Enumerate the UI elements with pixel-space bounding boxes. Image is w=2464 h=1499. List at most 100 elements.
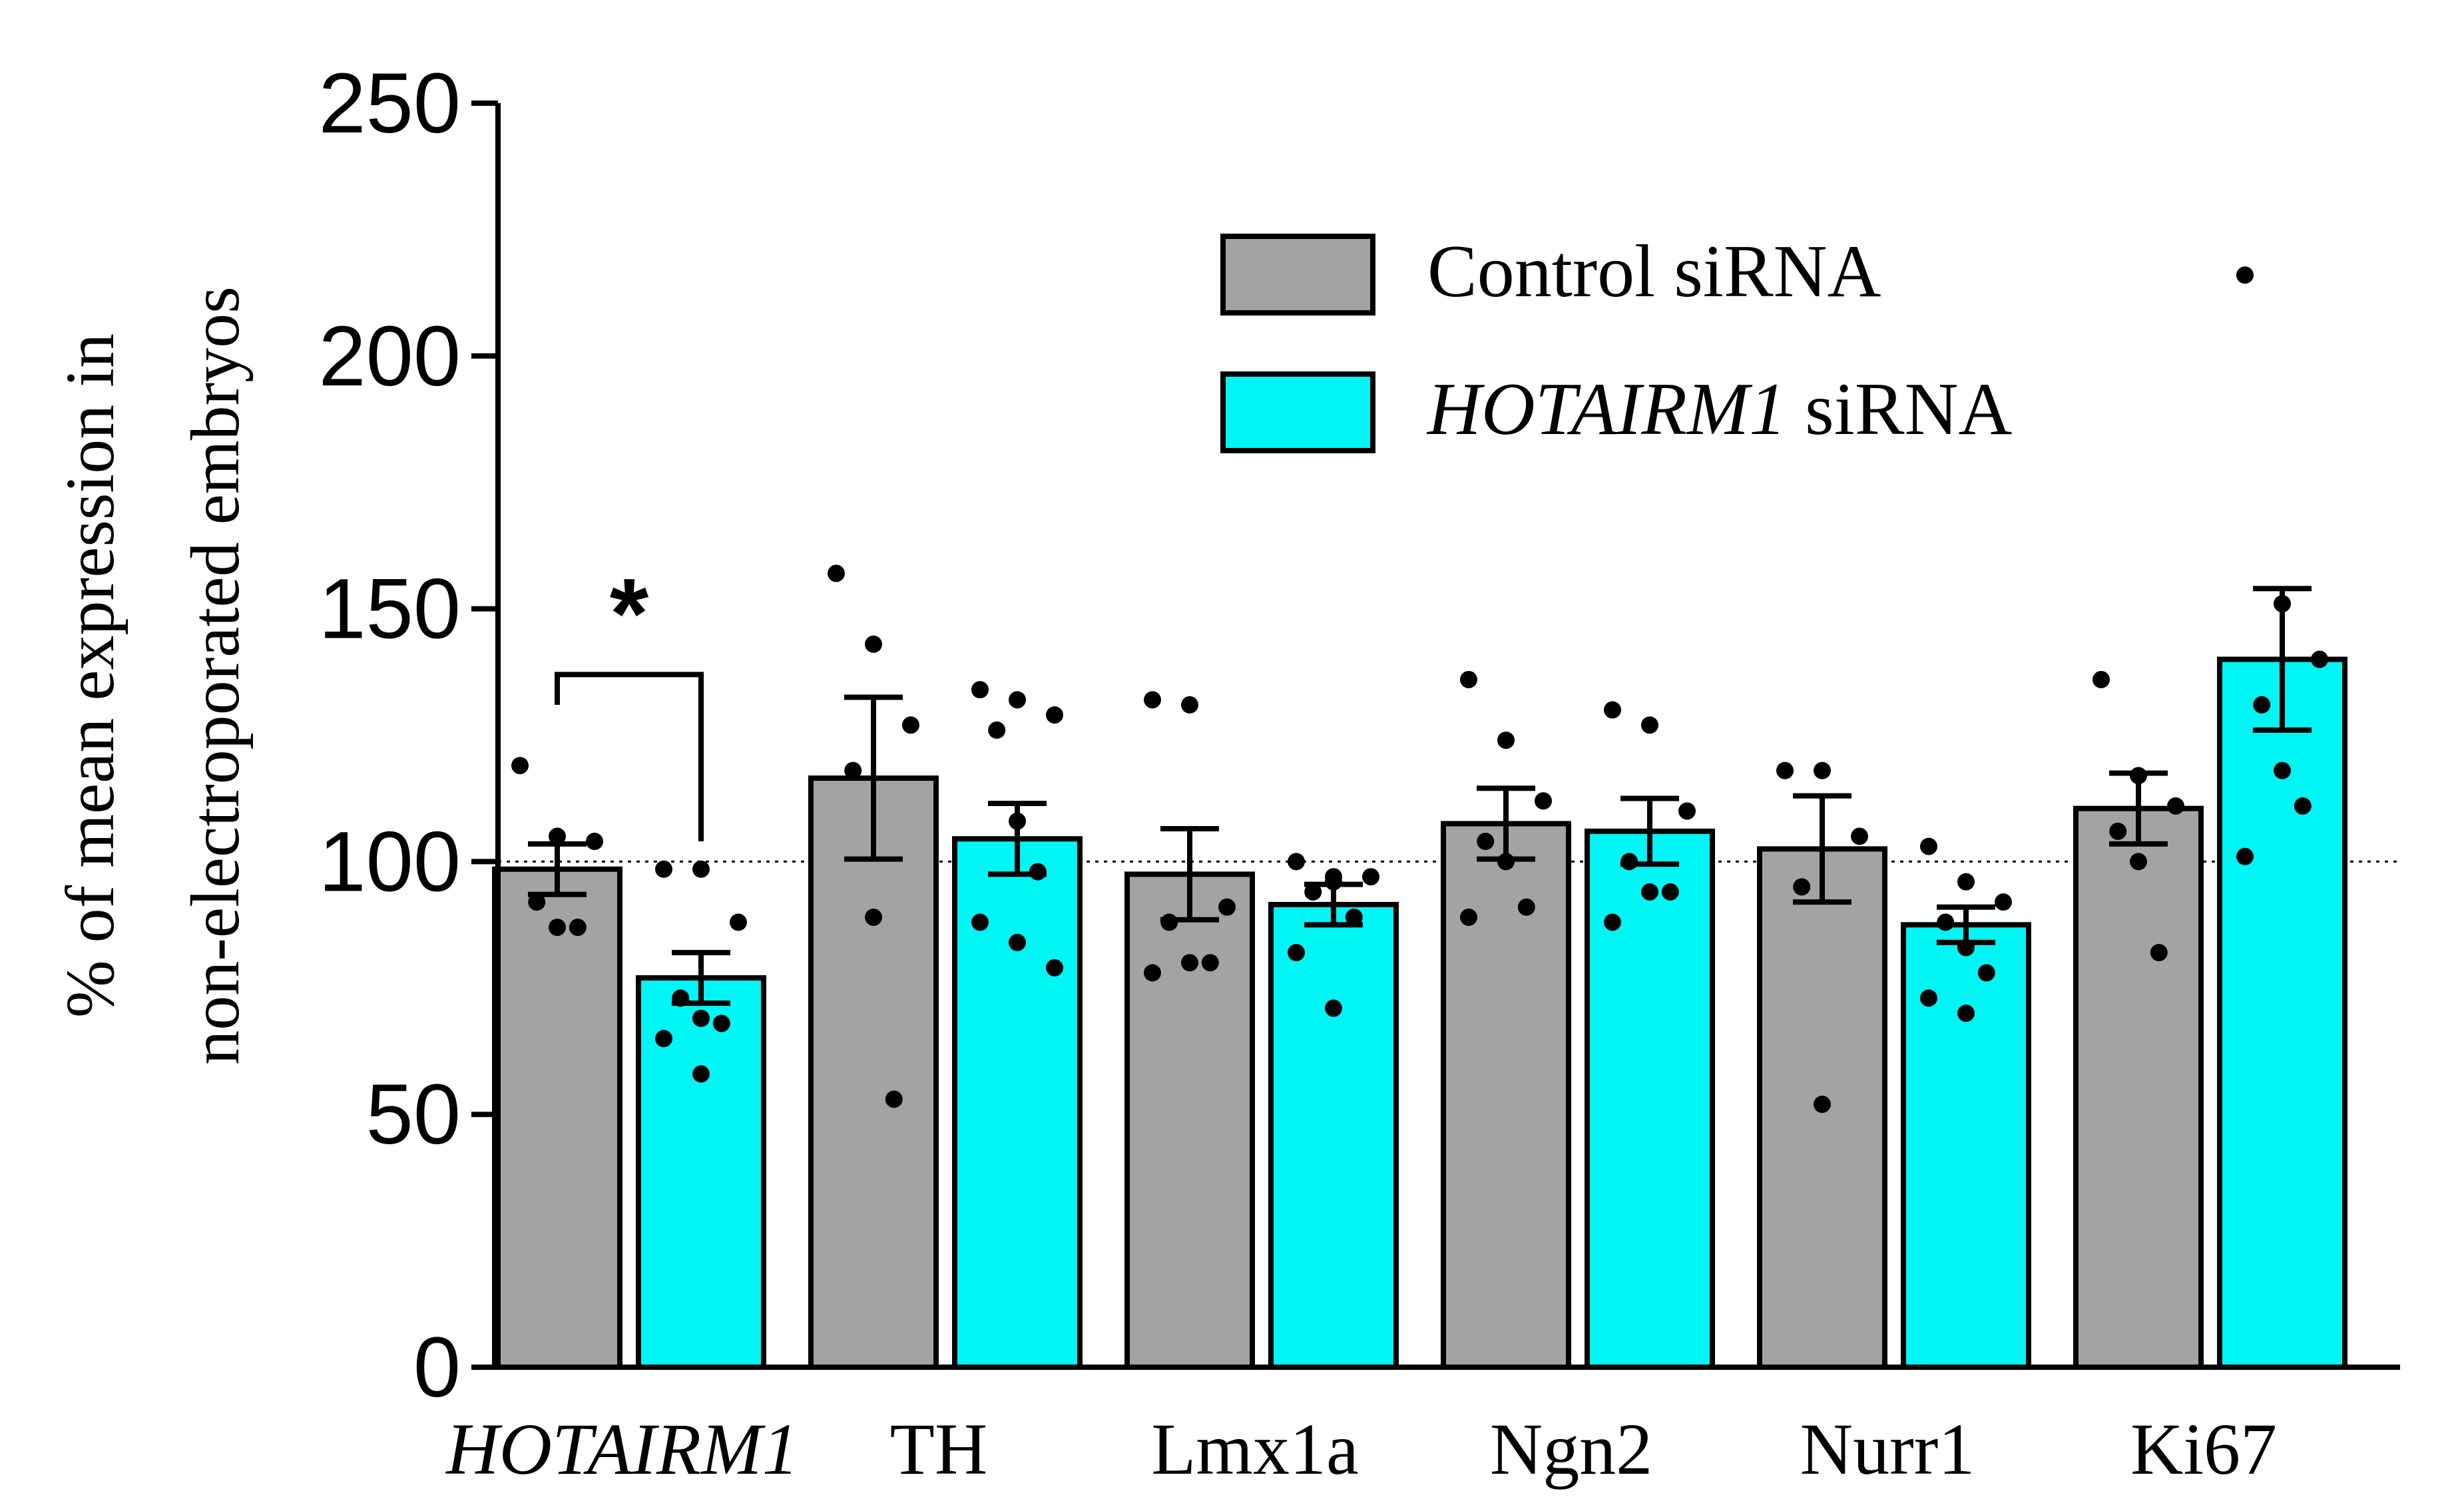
data-point bbox=[971, 681, 989, 699]
data-point bbox=[2294, 797, 2312, 815]
y-tick-label: 200 bbox=[318, 309, 461, 404]
data-point bbox=[1814, 761, 1831, 779]
x-category-label: TH bbox=[890, 1408, 988, 1490]
data-point bbox=[1497, 853, 1515, 871]
bar-control-2 bbox=[1124, 871, 1255, 1370]
data-point bbox=[2109, 822, 2127, 840]
legend-label-part: siRNA bbox=[1786, 368, 2012, 451]
data-point bbox=[1661, 883, 1679, 901]
legend-label-part: HOTAIRM1 bbox=[1426, 368, 1786, 451]
y-tick-label: 50 bbox=[366, 1067, 461, 1162]
data-point bbox=[1046, 959, 1063, 976]
data-point bbox=[1160, 913, 1178, 931]
data-point bbox=[844, 761, 862, 779]
data-point bbox=[528, 893, 546, 911]
data-point bbox=[511, 757, 529, 775]
data-point bbox=[1144, 691, 1161, 709]
bar-control-5 bbox=[2073, 805, 2204, 1370]
data-point bbox=[1620, 853, 1638, 871]
data-point bbox=[1325, 873, 1342, 891]
data-point bbox=[2236, 847, 2254, 865]
bars-layer bbox=[492, 656, 2347, 1371]
data-point bbox=[1641, 716, 1658, 734]
data-point bbox=[1201, 954, 1219, 972]
y-axis-title: % of mean expression in non-electroporat… bbox=[52, 286, 254, 1065]
data-point bbox=[885, 1090, 903, 1108]
data-point bbox=[1009, 691, 1026, 709]
data-point bbox=[2274, 761, 2291, 779]
data-point bbox=[549, 827, 566, 845]
data-point bbox=[1920, 837, 1937, 855]
data-point bbox=[1851, 827, 1868, 845]
data-point bbox=[1009, 933, 1026, 951]
data-point bbox=[1678, 802, 1696, 820]
data-point bbox=[730, 913, 747, 931]
data-point bbox=[1460, 908, 1477, 926]
data-point bbox=[2167, 797, 2184, 815]
data-point bbox=[971, 913, 989, 931]
data-point bbox=[1604, 701, 1621, 719]
data-point bbox=[1181, 954, 1198, 972]
data-point bbox=[2253, 696, 2271, 714]
data-point bbox=[1995, 893, 2012, 911]
data-point bbox=[2130, 767, 2147, 785]
data-point bbox=[1181, 696, 1198, 714]
data-point bbox=[1144, 964, 1161, 982]
data-point bbox=[1957, 939, 1975, 957]
bar-control-3 bbox=[1441, 821, 1571, 1371]
data-point bbox=[1776, 761, 1794, 779]
data-point bbox=[865, 908, 882, 926]
data-point bbox=[1814, 1096, 1831, 1114]
y-tick-label: 100 bbox=[318, 814, 461, 909]
data-point bbox=[2130, 853, 2147, 871]
x-category-label: Nurr1 bbox=[1800, 1408, 1975, 1490]
data-points-layer bbox=[511, 266, 2328, 1114]
data-point bbox=[1477, 833, 1495, 851]
legend-label-control: Control siRNA bbox=[1427, 230, 1881, 313]
data-point bbox=[2236, 266, 2254, 284]
x-category-label: Lmx1a bbox=[1151, 1408, 1359, 1490]
data-point bbox=[672, 989, 690, 1007]
data-point bbox=[1009, 812, 1026, 830]
data-point bbox=[692, 1009, 710, 1027]
data-point bbox=[1497, 732, 1515, 750]
data-point bbox=[1029, 863, 1047, 881]
x-category-label: HOTAIRM1 bbox=[445, 1408, 799, 1490]
data-point bbox=[1362, 868, 1379, 886]
x-category-label: Ngn2 bbox=[1490, 1408, 1652, 1490]
data-point bbox=[1937, 913, 1955, 931]
data-point bbox=[1288, 944, 1305, 962]
legend: Control siRNA HOTAIRM1 siRNA bbox=[1220, 230, 2012, 453]
data-point bbox=[586, 833, 603, 851]
data-point bbox=[1218, 898, 1236, 916]
data-point bbox=[549, 919, 566, 937]
legend-label-hotairm1: HOTAIRM1 siRNA bbox=[1426, 368, 2012, 451]
data-point bbox=[1517, 898, 1535, 916]
data-point bbox=[1535, 792, 1552, 810]
bar-hotairm1-4 bbox=[1901, 922, 2031, 1370]
data-point bbox=[902, 716, 919, 734]
data-point bbox=[1288, 853, 1305, 871]
data-point bbox=[1793, 878, 1811, 896]
bar-control-1 bbox=[808, 775, 939, 1371]
y-axis-title-line-2: non-electroporated embryos bbox=[177, 286, 254, 1065]
axes-layer: 0 50 100 150 200 250 HOTAIRM1 TH Lmx1a Ngn2 Nurr1 K… bbox=[318, 56, 2400, 1490]
x-category-label: Ki67 bbox=[2130, 1408, 2277, 1490]
data-point bbox=[2311, 650, 2328, 668]
data-point bbox=[655, 860, 672, 878]
data-point bbox=[1345, 908, 1363, 926]
y-axis-title-line-1: % of mean expression in bbox=[52, 333, 128, 1018]
y-tick-label: 250 bbox=[318, 56, 461, 151]
data-point bbox=[712, 1014, 730, 1032]
data-point bbox=[2093, 670, 2110, 688]
data-point bbox=[1604, 913, 1621, 931]
y-tick-label: 0 bbox=[413, 1320, 461, 1415]
data-point bbox=[1460, 670, 1477, 688]
bar-hotairm1-2 bbox=[1268, 901, 1399, 1370]
data-point bbox=[1920, 989, 1937, 1007]
data-point bbox=[1325, 999, 1342, 1017]
y-tick-label: 150 bbox=[318, 562, 461, 657]
data-point bbox=[1957, 1004, 1975, 1022]
data-point bbox=[1957, 873, 1975, 891]
